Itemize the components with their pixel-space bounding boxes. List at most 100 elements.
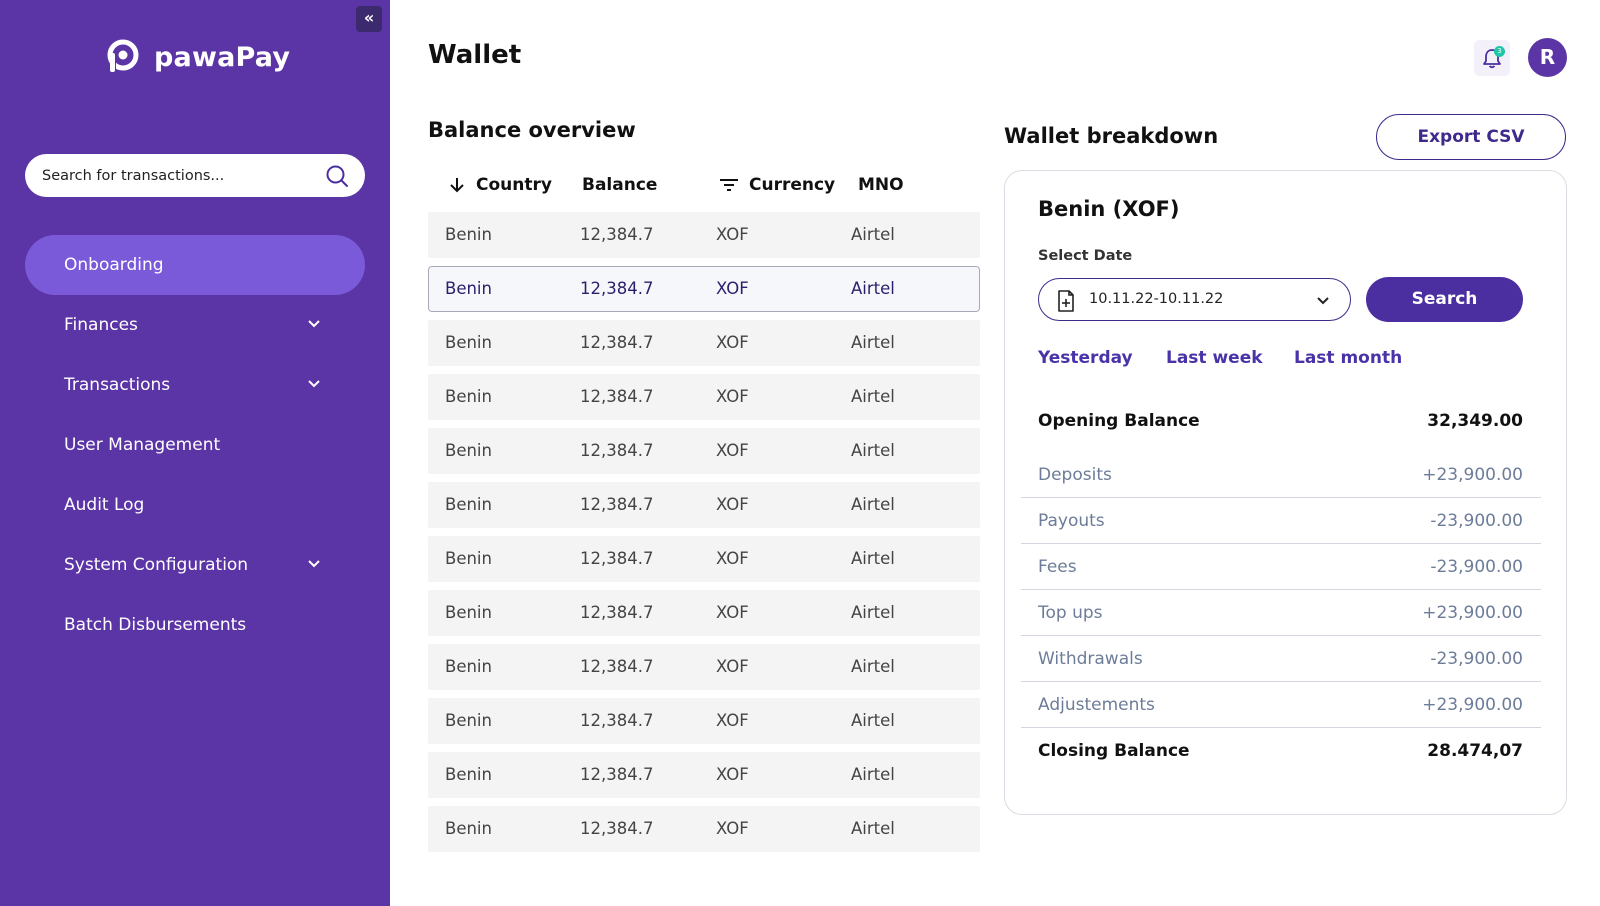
quick-range-last-month[interactable]: Last month (1294, 348, 1403, 368)
cell-balance: 12,384.7 (580, 279, 654, 298)
date-range-select[interactable]: 10.11.22-10.11.22 (1038, 278, 1351, 321)
cell-currency: XOF (716, 495, 749, 514)
collapse-sidebar-button[interactable]: « (356, 6, 382, 32)
sidebar-item-label: System Configuration (64, 555, 249, 575)
cell-balance: 12,384.7 (580, 495, 654, 514)
table-row[interactable]: Benin 12,384.7 XOF Airtel (428, 752, 980, 798)
cell-mno: Airtel (851, 333, 895, 352)
column-header-label: Country (476, 175, 552, 195)
notifications-button[interactable]: 3 (1474, 40, 1510, 76)
cell-country: Benin (445, 279, 492, 298)
cell-currency: XOF (716, 711, 749, 730)
search-input[interactable] (42, 154, 322, 197)
cell-balance: 12,384.7 (580, 603, 654, 622)
breakdown-label: Fees (1038, 557, 1077, 577)
breakdown-label: Withdrawals (1038, 649, 1143, 669)
quick-range-last-week[interactable]: Last week (1166, 348, 1263, 368)
column-header-mno[interactable]: MNO (858, 160, 904, 210)
cell-currency: XOF (716, 603, 749, 622)
opening-balance-value: 32,349.00 (1427, 411, 1523, 431)
export-csv-button[interactable]: Export CSV (1376, 114, 1566, 160)
sidebar-item-label: Transactions (64, 375, 171, 395)
sidebar-item-onboarding[interactable]: Onboarding (25, 235, 365, 295)
cell-currency: XOF (716, 441, 749, 460)
cell-mno: Airtel (851, 657, 895, 676)
cell-mno: Airtel (851, 603, 895, 622)
chevron-down-icon (308, 380, 320, 388)
search-button[interactable]: Search (1366, 277, 1523, 322)
column-header-balance[interactable]: Balance (582, 160, 657, 210)
breakdown-value: -23,900.00 (1430, 557, 1523, 577)
cell-country: Benin (445, 495, 492, 514)
sidebar: « pawaPay Onboarding Finances Transactio… (0, 0, 390, 906)
sidebar-item-system-configuration[interactable]: System Configuration (25, 535, 365, 595)
cell-mno: Airtel (851, 225, 895, 244)
cell-country: Benin (445, 819, 492, 838)
filter-icon[interactable] (719, 177, 739, 193)
sidebar-item-label: Onboarding (64, 255, 164, 275)
opening-balance-row: Opening Balance 32,349.00 (1021, 398, 1541, 444)
chevron-down-icon (308, 320, 320, 328)
cell-currency: XOF (716, 549, 749, 568)
table-header: Country Balance Currency MNO (428, 160, 980, 210)
breakdown-value: +23,900.00 (1422, 603, 1523, 623)
cell-currency: XOF (716, 819, 749, 838)
cell-mno: Airtel (851, 765, 895, 784)
column-header-country[interactable]: Country (448, 160, 552, 210)
cell-mno: Airtel (851, 819, 895, 838)
cell-balance: 12,384.7 (580, 657, 654, 676)
sidebar-item-label: Audit Log (64, 495, 145, 515)
table-row[interactable]: Benin 12,384.7 XOF Airtel (428, 536, 980, 582)
breakdown-label: Top ups (1038, 603, 1103, 623)
table-row[interactable]: Benin 12,384.7 XOF Airtel (428, 374, 980, 420)
cell-mno: Airtel (851, 495, 895, 514)
sidebar-item-batch-disbursements[interactable]: Batch Disbursements (25, 595, 365, 655)
breakdown-row-top-ups: Top ups +23,900.00 (1021, 590, 1541, 636)
closing-balance-row: Closing Balance 28.474,07 (1021, 728, 1541, 774)
sidebar-item-label: Finances (64, 315, 138, 335)
closing-balance-value: 28.474,07 (1427, 741, 1523, 761)
breakdown-row-adjustements: Adjustements +23,900.00 (1021, 682, 1541, 728)
breakdown-row-payouts: Payouts -23,900.00 (1021, 498, 1541, 544)
cell-country: Benin (445, 657, 492, 676)
cell-mno: Airtel (851, 549, 895, 568)
table-row[interactable]: Benin 12,384.7 XOF Airtel (428, 482, 980, 528)
cell-country: Benin (445, 549, 492, 568)
date-range-value: 10.11.22-10.11.22 (1089, 291, 1224, 307)
table-row[interactable]: Benin 12,384.7 XOF Airtel (428, 590, 980, 636)
table-row[interactable]: Benin 12,384.7 XOF Airtel (428, 428, 980, 474)
table-row[interactable]: Benin 12,384.7 XOF Airtel (428, 266, 980, 312)
cell-balance: 12,384.7 (580, 441, 654, 460)
sidebar-item-finances[interactable]: Finances (25, 295, 365, 355)
cell-balance: 12,384.7 (580, 819, 654, 838)
cell-country: Benin (445, 765, 492, 784)
column-header-label: MNO (858, 175, 904, 195)
sidebar-item-transactions[interactable]: Transactions (25, 355, 365, 415)
cell-mno: Airtel (851, 441, 895, 460)
wallet-breakdown-card: Benin (XOF) Select Date 10.11.22-10.11.2… (1004, 170, 1567, 815)
cell-currency: XOF (716, 387, 749, 406)
table-row[interactable]: Benin 12,384.7 XOF Airtel (428, 320, 980, 366)
cell-currency: XOF (716, 225, 749, 244)
sidebar-item-user-management[interactable]: User Management (25, 415, 365, 475)
sidebar-item-audit-log[interactable]: Audit Log (25, 475, 365, 535)
breakdown-label: Payouts (1038, 511, 1105, 531)
quick-range-yesterday[interactable]: Yesterday (1038, 348, 1133, 368)
cell-mno: Airtel (851, 711, 895, 730)
table-row[interactable]: Benin 12,384.7 XOF Airtel (428, 698, 980, 744)
cell-country: Benin (445, 711, 492, 730)
cell-currency: XOF (716, 657, 749, 676)
table-row[interactable]: Benin 12,384.7 XOF Airtel (428, 644, 980, 690)
table-row[interactable]: Benin 12,384.7 XOF Airtel (428, 806, 980, 852)
breakdown-value: +23,900.00 (1422, 695, 1523, 715)
sidebar-nav: Onboarding Finances Transactions User Ma… (25, 235, 365, 655)
search-icon[interactable] (325, 164, 349, 188)
sidebar-item-label: User Management (64, 435, 221, 455)
cell-mno: Airtel (851, 279, 895, 298)
column-header-currency[interactable]: Currency (719, 160, 835, 210)
breakdown-row-fees: Fees -23,900.00 (1021, 544, 1541, 590)
table-row[interactable]: Benin 12,384.7 XOF Airtel (428, 212, 980, 258)
breakdown-label: Adjustements (1038, 695, 1155, 715)
avatar[interactable]: R (1528, 38, 1567, 77)
column-header-label: Currency (749, 175, 836, 195)
